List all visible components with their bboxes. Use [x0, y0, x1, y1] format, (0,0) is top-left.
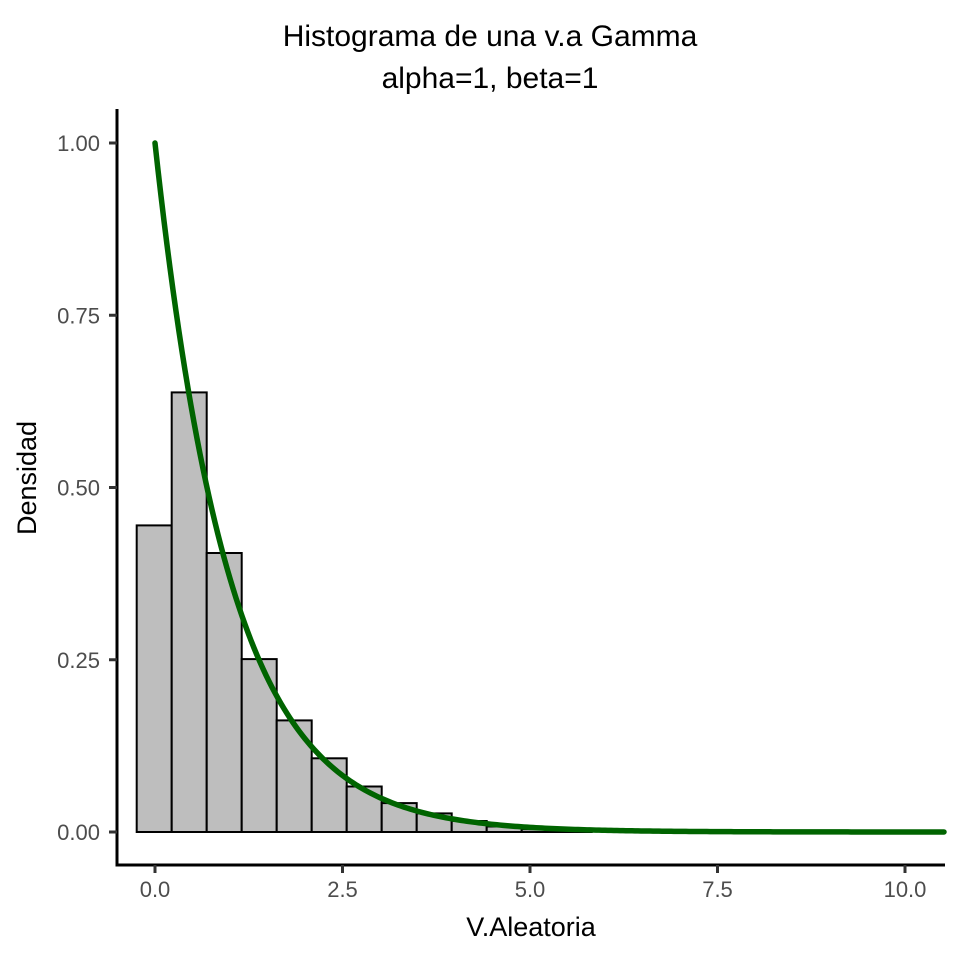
y-tick-label: 0.75 [57, 303, 100, 328]
histogram-bar [310, 757, 348, 833]
y-tick-label: 0.50 [57, 476, 100, 501]
y-tick-label: 0.00 [57, 820, 100, 845]
histogram-bars-layer [135, 391, 593, 834]
density-curve-layer [152, 140, 947, 835]
y-tick-label: 1.00 [57, 131, 100, 156]
x-tick-label: 7.5 [702, 877, 733, 902]
gamma-density-curve [152, 140, 947, 835]
tick-marks-layer [109, 141, 907, 873]
histogram-bar [135, 524, 173, 834]
x-tick-label: 0.0 [140, 877, 171, 902]
chart-title: Histograma de una v.a Gamma [283, 20, 698, 53]
y-axis-title: Densidad [12, 421, 42, 535]
x-axis-title: V.Aleatoria [466, 912, 597, 942]
chart-subtitle: alpha=1, beta=1 [382, 62, 599, 95]
x-tick-label: 5.0 [515, 877, 546, 902]
x-tick-label: 10.0 [884, 877, 927, 902]
y-tick-label: 0.25 [57, 648, 100, 673]
x-tick-label: 2.5 [327, 877, 358, 902]
tick-labels-layer: 0.00 0.25 0.50 0.75 1.00 0.0 2.5 5.0 7.5 10.0 [57, 131, 926, 902]
